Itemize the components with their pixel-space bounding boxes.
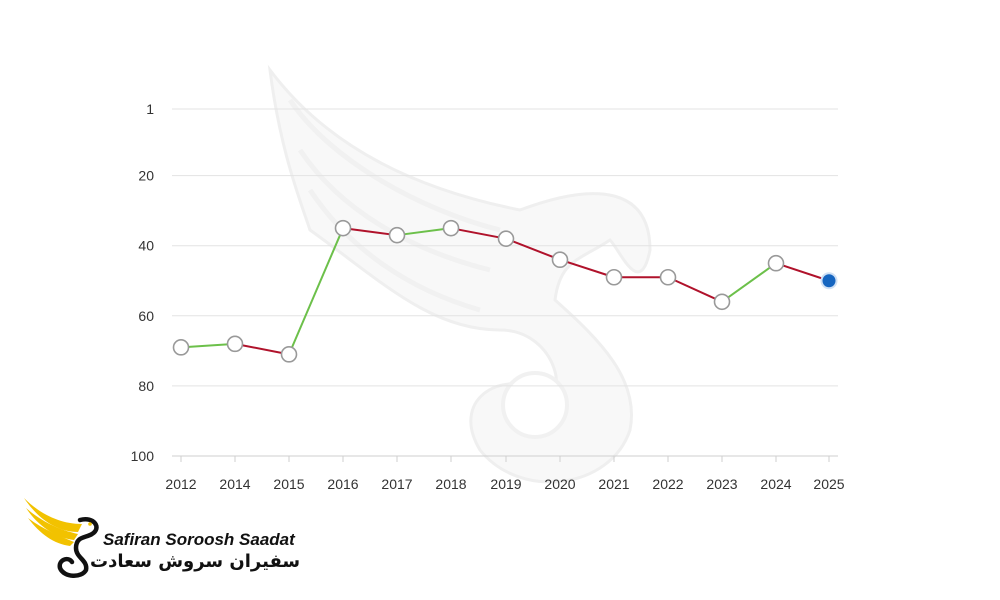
- data-point[interactable]: [226, 335, 244, 353]
- data-point[interactable]: [659, 268, 677, 286]
- data-point[interactable]: [388, 226, 406, 244]
- segment-improved: [721, 262, 777, 303]
- data-point[interactable]: [172, 339, 190, 356]
- segment-declined: [559, 258, 615, 279]
- x-tick-label: 2018: [435, 476, 466, 492]
- data-point[interactable]: [280, 346, 298, 363]
- data-point[interactable]: [442, 219, 460, 237]
- x-tick-label: 2016: [327, 476, 358, 492]
- data-point-latest[interactable]: [820, 272, 838, 290]
- segment-declined: [505, 237, 561, 261]
- segment-declined: [775, 262, 830, 282]
- y-tick-label: 1: [146, 101, 154, 117]
- segment-declined: [667, 276, 723, 303]
- data-point[interactable]: [605, 268, 623, 286]
- data-point[interactable]: [767, 254, 785, 272]
- company-logo: Safiran Soroosh Saadat سفیران سروش سعادت: [20, 494, 300, 580]
- x-tick-label: 2020: [544, 476, 575, 492]
- brand-name-persian: سفیران سروش سعادت: [90, 551, 301, 572]
- data-point[interactable]: [334, 219, 352, 237]
- segment-improved: [288, 227, 344, 355]
- x-tick-label: 2023: [706, 476, 737, 492]
- x-tick-label: 2021: [598, 476, 629, 492]
- segment-declined: [342, 227, 398, 237]
- data-point[interactable]: [551, 251, 569, 269]
- x-tick-label: 2025: [813, 476, 844, 492]
- x-tick-label: 2017: [381, 476, 412, 492]
- y-tick-label: 20: [138, 168, 154, 184]
- segment-improved: [180, 342, 236, 349]
- brand-name-english: Safiran Soroosh Saadat: [103, 530, 295, 549]
- data-point[interactable]: [713, 293, 731, 311]
- y-tick-label: 60: [138, 308, 154, 324]
- x-tick-label: 2022: [652, 476, 683, 492]
- x-tick-label: 2012: [165, 476, 196, 492]
- segment-declined: [450, 227, 507, 240]
- y-tick-label: 80: [138, 378, 154, 394]
- x-tick-label: 2024: [760, 476, 791, 492]
- segment-declined: [234, 342, 290, 356]
- x-tick-label: 2019: [490, 476, 521, 492]
- x-tick-label: 2014: [219, 476, 250, 492]
- y-tick-label: 100: [131, 448, 155, 464]
- swan-wing-watermark-icon: [267, 64, 652, 484]
- segment-improved: [396, 227, 452, 237]
- data-point[interactable]: [497, 230, 515, 247]
- x-tick-label: 2015: [273, 476, 304, 492]
- swan-wing-icon: [24, 498, 99, 578]
- y-tick-label: 40: [138, 238, 154, 254]
